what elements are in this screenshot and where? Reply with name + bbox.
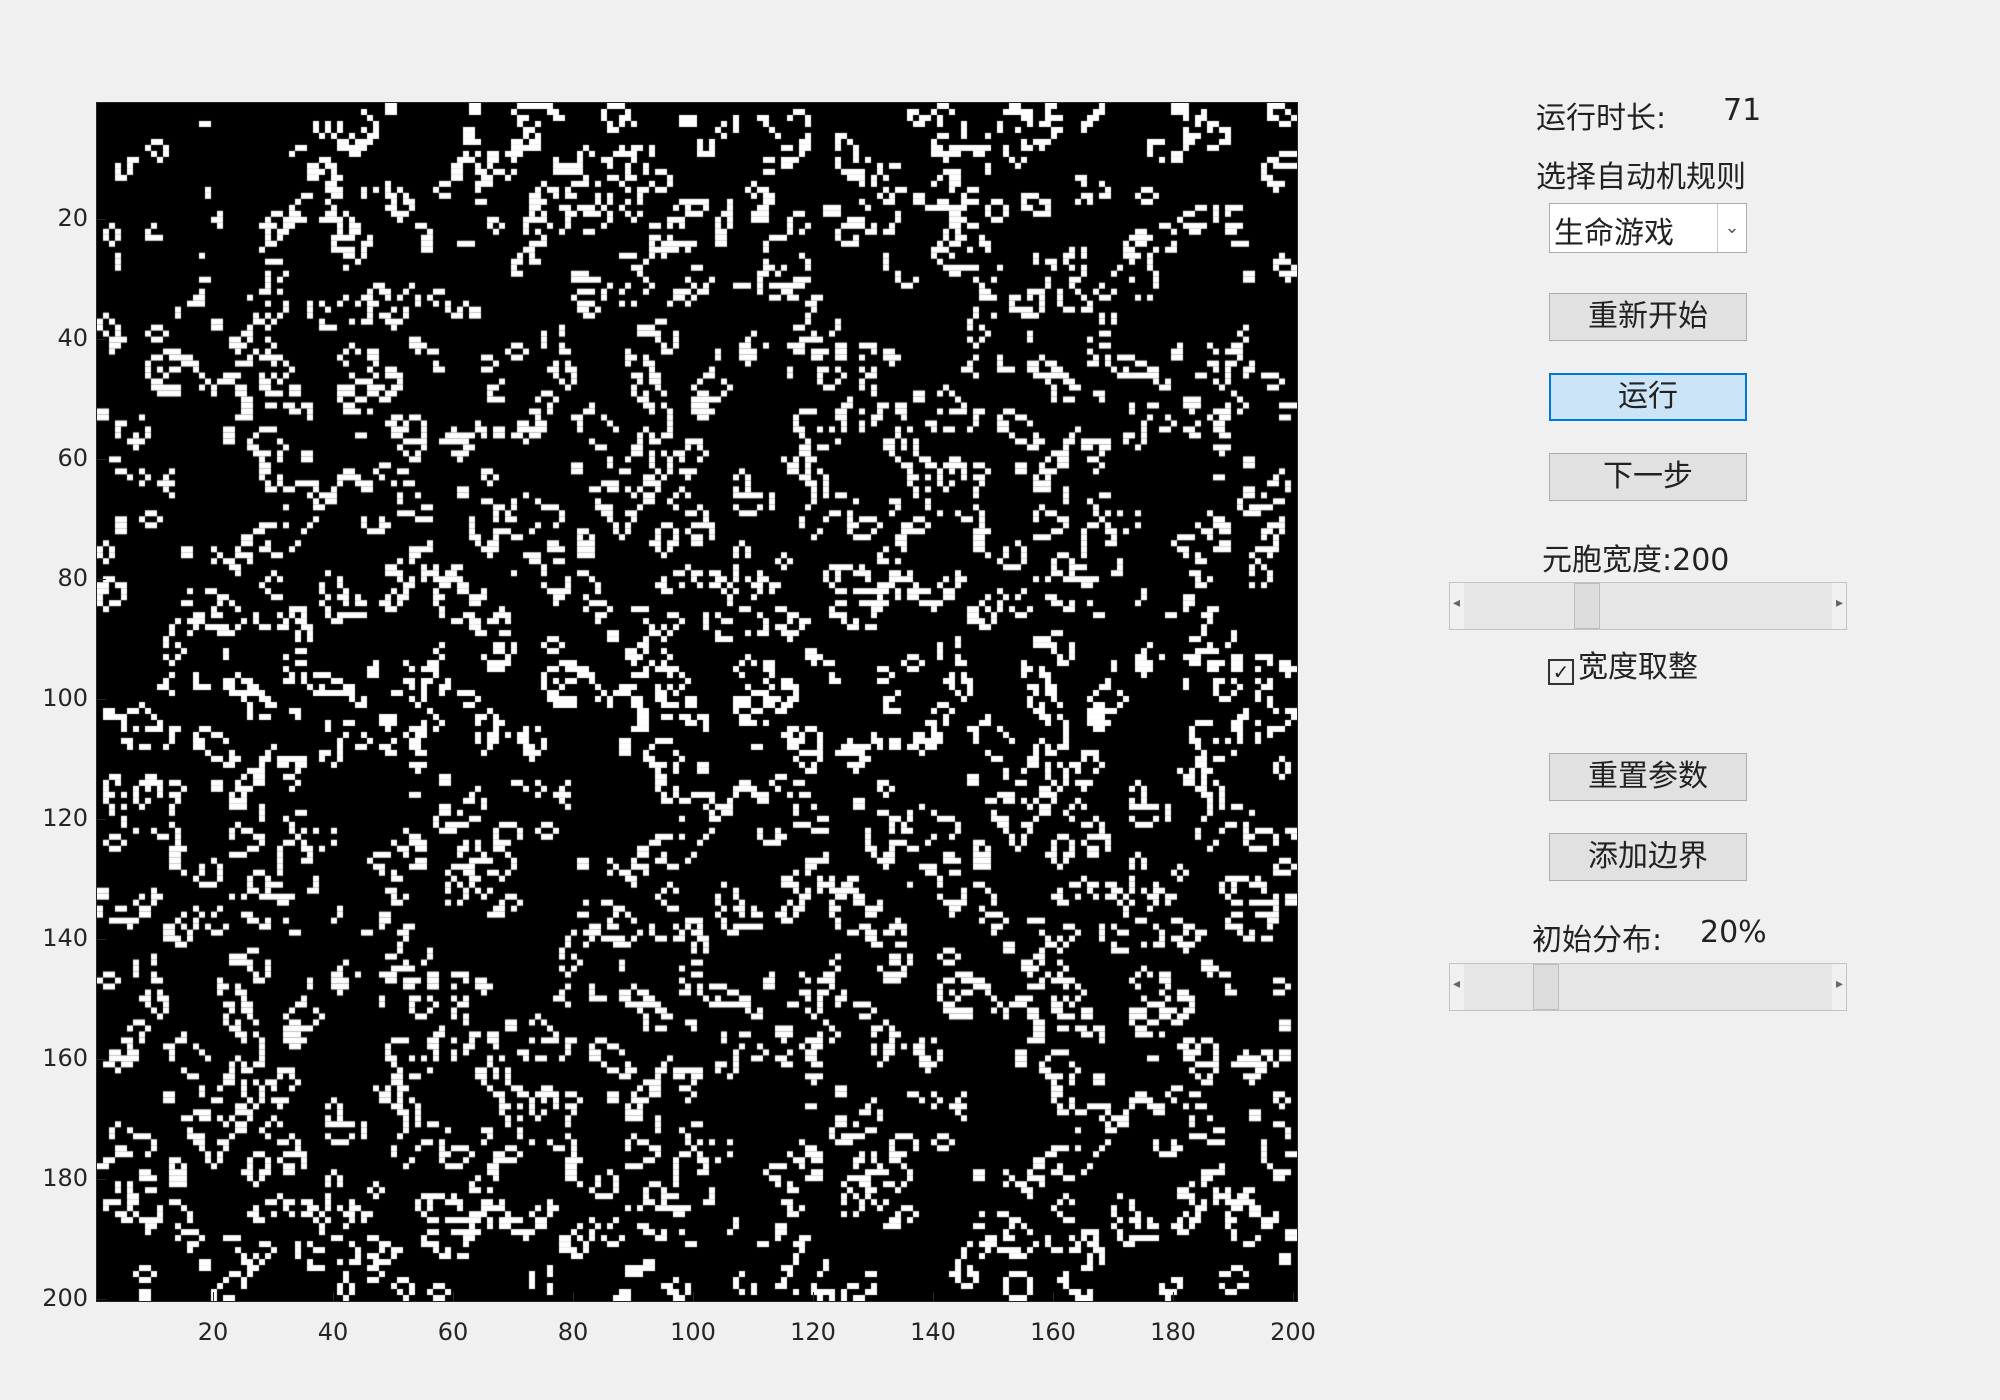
chevron-down-icon[interactable]: ⌄ bbox=[1717, 204, 1746, 252]
cell-width-slider[interactable]: ◂ ▸ bbox=[1449, 582, 1847, 630]
x-tick-label: 40 bbox=[317, 1318, 349, 1346]
add-border-button[interactable]: 添加边界 bbox=[1549, 833, 1747, 881]
x-tick-label: 120 bbox=[790, 1318, 836, 1346]
rule-select[interactable]: 生命游戏 ⌄ bbox=[1549, 203, 1747, 253]
y-tick-label: 140 bbox=[42, 924, 88, 952]
y-tick-label: 100 bbox=[42, 684, 88, 712]
slider-left-arrow-icon[interactable]: ◂ bbox=[1453, 595, 1461, 611]
y-tick-mark bbox=[96, 459, 106, 460]
cellular-automaton-grid bbox=[96, 102, 1298, 1302]
x-tick-mark bbox=[933, 1292, 934, 1302]
x-tick-label: 180 bbox=[1150, 1318, 1196, 1346]
y-tick-label: 200 bbox=[42, 1284, 88, 1312]
round-width-checkbox[interactable]: ✓ 宽度取整 bbox=[1548, 642, 1698, 686]
restart-button[interactable]: 重新开始 bbox=[1549, 293, 1747, 341]
rule-select-value: 生命游戏 bbox=[1554, 216, 1674, 251]
x-tick-mark bbox=[693, 1292, 694, 1302]
x-tick-mark bbox=[813, 1292, 814, 1302]
x-tick-mark bbox=[213, 1292, 214, 1302]
y-tick-label: 40 bbox=[57, 324, 88, 352]
x-tick-mark bbox=[333, 1292, 334, 1302]
slider-right-arrow-icon[interactable]: ▸ bbox=[1835, 976, 1843, 992]
grid-canvas bbox=[97, 103, 1297, 1301]
init-dist-label: 初始分布: bbox=[1532, 923, 1663, 958]
y-tick-mark bbox=[96, 1299, 106, 1300]
x-tick-label: 20 bbox=[197, 1318, 229, 1346]
slider-thumb[interactable] bbox=[1532, 964, 1559, 1010]
init-dist-value: 20% bbox=[1700, 915, 1767, 950]
x-tick-label: 60 bbox=[437, 1318, 469, 1346]
x-tick-label: 80 bbox=[557, 1318, 589, 1346]
y-tick-label: 20 bbox=[57, 204, 88, 232]
run-button[interactable]: 运行 bbox=[1549, 373, 1747, 421]
init-dist-slider[interactable]: ◂ ▸ bbox=[1449, 963, 1847, 1011]
slider-right-arrow-icon[interactable]: ▸ bbox=[1835, 595, 1843, 611]
y-tick-label: 160 bbox=[42, 1044, 88, 1072]
x-tick-mark bbox=[573, 1292, 574, 1302]
x-tick-mark bbox=[1173, 1292, 1174, 1302]
x-tick-label: 100 bbox=[670, 1318, 716, 1346]
y-tick-label: 80 bbox=[57, 564, 88, 592]
slider-left-arrow-icon[interactable]: ◂ bbox=[1453, 976, 1461, 992]
x-tick-label: 200 bbox=[1270, 1318, 1316, 1346]
slider-thumb[interactable] bbox=[1574, 583, 1601, 629]
y-tick-mark bbox=[96, 699, 106, 700]
y-tick-mark bbox=[96, 339, 106, 340]
reset-params-button[interactable]: 重置参数 bbox=[1549, 753, 1747, 801]
cell-width-label: 元胞宽度:200 bbox=[1542, 543, 1730, 578]
y-tick-mark bbox=[96, 1179, 106, 1180]
y-tick-mark bbox=[96, 579, 106, 580]
slider-track[interactable] bbox=[1464, 964, 1832, 1010]
round-width-label: 宽度取整 bbox=[1578, 650, 1698, 685]
x-tick-label: 140 bbox=[910, 1318, 956, 1346]
checkmark-icon[interactable]: ✓ bbox=[1548, 659, 1574, 685]
next-step-button[interactable]: 下一步 bbox=[1549, 453, 1747, 501]
y-tick-mark bbox=[96, 819, 106, 820]
x-tick-mark bbox=[1293, 1292, 1294, 1302]
x-tick-mark bbox=[1053, 1292, 1054, 1302]
slider-track[interactable] bbox=[1464, 583, 1832, 629]
y-tick-mark bbox=[96, 219, 106, 220]
y-tick-label: 60 bbox=[57, 444, 88, 472]
x-tick-mark bbox=[453, 1292, 454, 1302]
run-time-value: 71 bbox=[1723, 93, 1762, 128]
x-tick-label: 160 bbox=[1030, 1318, 1076, 1346]
y-tick-label: 120 bbox=[42, 804, 88, 832]
y-tick-mark bbox=[96, 1059, 106, 1060]
run-time-label: 运行时长: bbox=[1536, 101, 1667, 136]
y-tick-mark bbox=[96, 939, 106, 940]
y-tick-label: 180 bbox=[42, 1164, 88, 1192]
rule-label: 选择自动机规则 bbox=[1536, 160, 1746, 195]
